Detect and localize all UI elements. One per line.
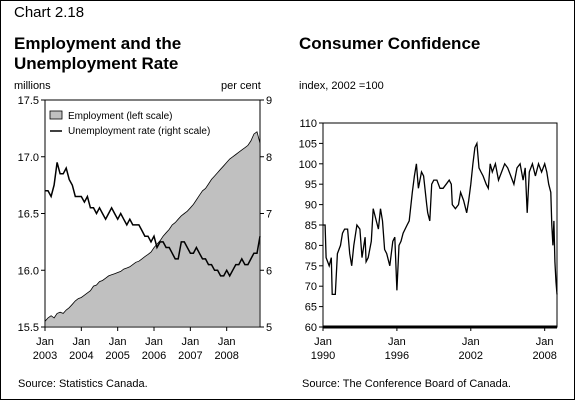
legend-unemployment-label: Unemployment rate (right scale) (68, 126, 210, 137)
right-y-tick-label: 5 (266, 322, 272, 334)
confidence-x-tick-year: 1990 (311, 350, 335, 362)
left-x-tick-month: Jan (36, 336, 54, 348)
confidence-x-tick-year: 2008 (532, 350, 556, 362)
left-x-tick-year: 2004 (69, 350, 93, 362)
confidence-y-tick-label: 80 (305, 240, 317, 252)
confidence-x-tick-year: 2002 (459, 350, 483, 362)
unemployment-rate-line (45, 162, 261, 278)
confidence-y-tick-label: 95 (305, 179, 317, 191)
left-chart-title-line2: Unemployment Rate (14, 54, 179, 73)
confidence-x-tick-month: Jan (388, 336, 406, 348)
chart-number: Chart 2.18 (14, 4, 85, 21)
left-x-tick-month: Jan (72, 336, 90, 348)
left-y-tick-label: 17.5 (18, 95, 39, 107)
right-axis-unit-label: per cent (221, 80, 261, 92)
left-x-tick-year: 2006 (142, 350, 166, 362)
right-source-note: Source: The Conference Board of Canada. (302, 378, 511, 390)
left-y-tick-label: 17.0 (18, 152, 39, 164)
confidence-x-tick-month: Jan (314, 336, 332, 348)
left-y-tick-label: 15.5 (18, 322, 39, 334)
right-y-tick-label: 8 (266, 152, 272, 164)
confidence-x-tick-year: 1996 (385, 350, 409, 362)
left-x-tick-year: 2003 (33, 350, 57, 362)
right-y-tick-label: 7 (266, 209, 272, 221)
left-y-tick-label: 16.5 (18, 209, 39, 221)
left-axis-unit-label: millions (14, 80, 51, 92)
confidence-x-tick-month: Jan (536, 336, 554, 348)
confidence-x-tick-month: Jan (462, 336, 480, 348)
confidence-plot-border (322, 122, 558, 328)
left-x-tick-month: Jan (109, 336, 127, 348)
left-x-tick-month: Jan (181, 336, 199, 348)
legend-employment-swatch (49, 110, 63, 120)
left-y-tick-label: 16.0 (18, 265, 39, 277)
confidence-y-tick-label: 105 (299, 138, 317, 150)
confidence-y-tick-label: 60 (305, 322, 317, 334)
consumer-confidence-line (323, 141, 558, 296)
left-source-note: Source: Statistics Canada. (18, 378, 148, 390)
right-y-tick-label: 9 (266, 95, 272, 107)
left-x-tick-year: 2005 (105, 350, 129, 362)
confidence-y-tick-label: 85 (305, 220, 317, 232)
left-chart-title-line1: Employment and the (14, 34, 182, 53)
left-x-tick-year: 2008 (214, 350, 238, 362)
left-x-tick-month: Jan (145, 336, 163, 348)
right-chart-title: Consumer Confidence (299, 34, 481, 53)
confidence-axis-unit-label: index, 2002 =100 (299, 80, 384, 92)
employment-area (44, 131, 261, 328)
confidence-y-tick-label: 90 (305, 200, 317, 212)
right-y-tick-label: 6 (266, 265, 272, 277)
confidence-y-tick-label: 75 (305, 261, 317, 273)
left-x-tick-month: Jan (218, 336, 236, 348)
confidence-y-tick-label: 110 (299, 118, 317, 130)
left-x-tick-year: 2007 (178, 350, 202, 362)
legend-employment-label: Employment (left scale) (68, 111, 172, 122)
confidence-y-tick-label: 100 (299, 159, 317, 171)
confidence-y-tick-label: 70 (305, 281, 317, 293)
confidence-y-tick-label: 65 (305, 302, 317, 314)
